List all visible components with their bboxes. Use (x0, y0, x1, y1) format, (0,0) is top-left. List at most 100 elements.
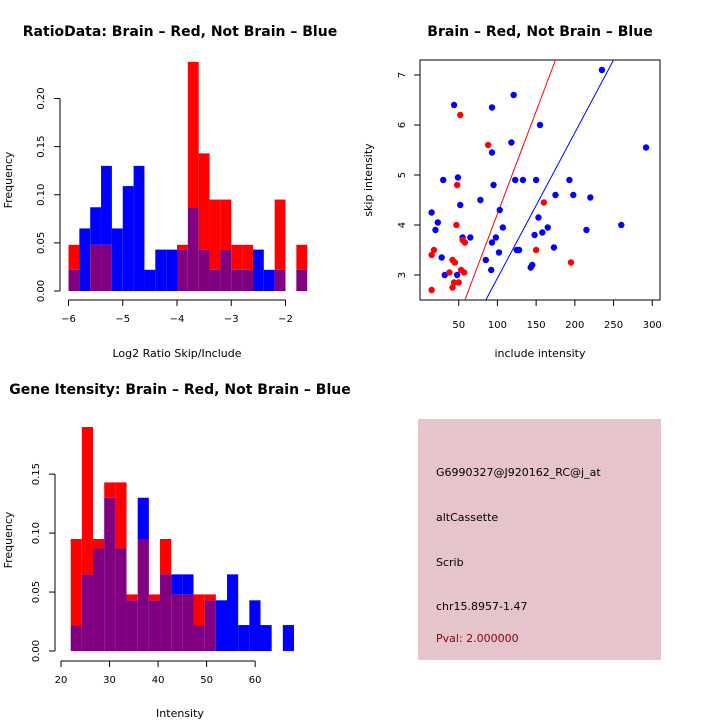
not-brain-point (496, 206, 503, 214)
not-brain-point (488, 149, 496, 156)
x-tick-label: 250 (604, 320, 623, 331)
brain-point (428, 286, 435, 294)
x-tick-label: −6 (61, 314, 76, 325)
not-brain-point (519, 176, 527, 184)
brain-bar (177, 244, 188, 250)
y-tick-label: 3 (397, 272, 408, 278)
brain-point (460, 269, 468, 276)
brain-bar (198, 153, 210, 250)
not-brain-point (454, 174, 462, 181)
not-brain-bar (90, 207, 102, 245)
brain-point (457, 111, 464, 119)
x-tick-label: 50 (200, 675, 213, 686)
not-brain-point (544, 224, 551, 231)
overlap-bar (220, 249, 232, 291)
overlap-bar (193, 625, 205, 651)
y-tick-label: 0.10 (31, 522, 42, 544)
brain-bar (209, 199, 221, 270)
not-brain-point (428, 209, 435, 216)
x-tick-label: −4 (170, 314, 185, 325)
brain-point (532, 246, 540, 254)
ratio-histogram-axes: −6 −5 −4 −3 −2 0.00 0.05 0.10 0.15 0.20 (36, 87, 293, 325)
not-brain-fit-line (485, 59, 614, 301)
intensity-scatter-ylabel: skip intensity (362, 143, 375, 217)
not-brain-bar (215, 600, 228, 651)
not-brain-point (539, 229, 546, 236)
x-tick-label: 30 (103, 675, 116, 686)
y-tick-label: 6 (397, 122, 408, 128)
not-brain-point (488, 266, 495, 274)
not-brain-point (529, 261, 536, 269)
ratio-histogram-bars (68, 61, 308, 291)
y-tick-label: 4 (397, 222, 408, 228)
probe-info-panel: G6990327@J920162_RC@j_at altCassette Scr… (418, 419, 661, 660)
not-brain-bar (155, 249, 167, 291)
scatter-plot-frame (419, 59, 661, 301)
genomic-location: chr15.8957-1.47 (436, 600, 528, 613)
not-brain-point (508, 139, 515, 146)
brain-bar (104, 482, 116, 498)
intensity-scatter-axes: 50 100 150 200 250 300 3 4 5 6 7 (397, 72, 662, 331)
not-brain-point (492, 234, 500, 241)
brain-point (453, 181, 461, 189)
brain-point (540, 199, 548, 206)
not-brain-point (495, 249, 503, 256)
gene-intensity-bars (70, 427, 294, 651)
brain-point (461, 239, 469, 246)
not-brain-point (510, 91, 517, 99)
not-brain-bar (282, 625, 294, 651)
overlap-bar (68, 269, 80, 291)
gene-intensity-ylabel: Frequency (2, 511, 15, 568)
overlap-bar (93, 548, 105, 651)
brain-bar (296, 244, 308, 270)
not-brain-point (583, 226, 590, 234)
overlap-bar (231, 269, 243, 291)
brain-bar (70, 539, 82, 626)
not-brain-point (598, 66, 606, 74)
brain-bar (68, 244, 80, 270)
overlap-bar (242, 269, 253, 291)
overlap-bar (126, 600, 138, 651)
brain-bar (81, 427, 94, 575)
gene-name: Scrib (436, 556, 464, 569)
brain-point (449, 284, 456, 291)
y-tick-label: 0.15 (31, 463, 42, 485)
event-type: altCassette (436, 511, 498, 524)
not-brain-bar (249, 600, 261, 651)
x-tick-label: −2 (278, 314, 293, 325)
overlap-bar (177, 249, 188, 291)
brain-point (455, 279, 462, 286)
overlap-bar (187, 207, 199, 291)
y-tick-label: 7 (397, 72, 408, 78)
overlap-bar (70, 625, 82, 651)
brain-point (428, 251, 435, 259)
x-tick-label: −3 (224, 314, 239, 325)
brain-bar (242, 244, 253, 270)
overlap-bar (160, 574, 172, 651)
gene-intensity-xlabel: Intensity (156, 707, 204, 720)
brain-bar (187, 61, 199, 208)
not-brain-bar (166, 249, 177, 291)
not-brain-point (642, 144, 650, 151)
brain-point (451, 259, 459, 266)
gene-intensity-histogram-panel: Gene Itensity: Brain – Red, Not Brain – … (2, 382, 351, 720)
brain-point (484, 141, 492, 149)
not-brain-bar (260, 625, 272, 651)
not-brain-bar (252, 249, 264, 291)
not-brain-point (512, 176, 519, 184)
not-brain-point (440, 176, 447, 184)
overlap-bar (90, 244, 102, 291)
overlap-bar (296, 269, 308, 291)
not-brain-point (531, 231, 538, 239)
scatter-fit-lines (464, 59, 614, 301)
intensity-scatter-panel: Brain – Red, Not Brain – Blue 50 100 150 20… (362, 24, 662, 360)
not-brain-point (438, 254, 445, 261)
not-brain-point (434, 219, 442, 226)
x-tick-label: 50 (452, 320, 465, 331)
overlap-bar (81, 574, 94, 651)
intensity-scatter-title: Brain – Red, Not Brain – Blue (427, 24, 652, 40)
not-brain-bar (133, 165, 145, 291)
probe-info-background (418, 419, 661, 660)
not-brain-point (467, 234, 474, 241)
